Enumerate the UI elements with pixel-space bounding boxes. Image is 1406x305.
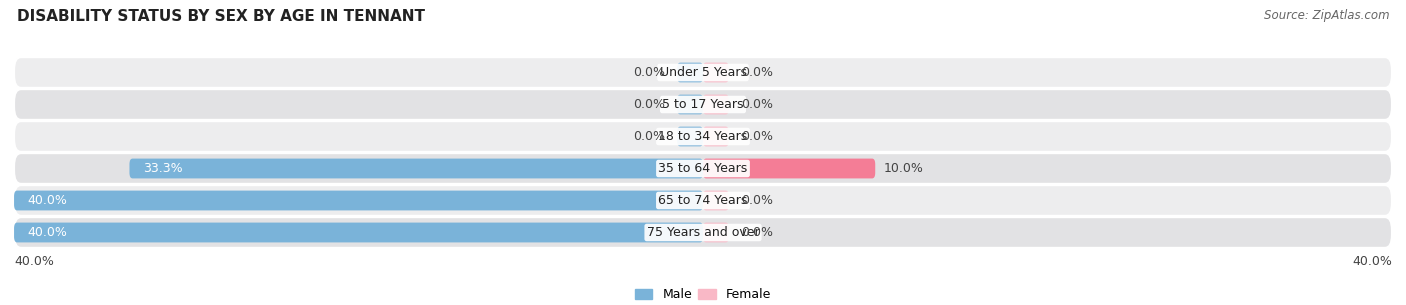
FancyBboxPatch shape xyxy=(129,159,703,178)
Text: Under 5 Years: Under 5 Years xyxy=(659,66,747,79)
FancyBboxPatch shape xyxy=(703,191,728,210)
FancyBboxPatch shape xyxy=(703,223,728,242)
FancyBboxPatch shape xyxy=(14,89,1392,120)
FancyBboxPatch shape xyxy=(14,185,1392,216)
Text: Source: ZipAtlas.com: Source: ZipAtlas.com xyxy=(1264,9,1389,22)
Text: 10.0%: 10.0% xyxy=(884,162,924,175)
FancyBboxPatch shape xyxy=(703,159,875,178)
Text: 5 to 17 Years: 5 to 17 Years xyxy=(662,98,744,111)
Text: 0.0%: 0.0% xyxy=(741,226,773,239)
Text: 65 to 74 Years: 65 to 74 Years xyxy=(658,194,748,207)
Text: 0.0%: 0.0% xyxy=(741,66,773,79)
Text: 0.0%: 0.0% xyxy=(633,66,665,79)
FancyBboxPatch shape xyxy=(678,63,703,82)
FancyBboxPatch shape xyxy=(14,153,1392,184)
Text: 40.0%: 40.0% xyxy=(28,226,67,239)
Text: 35 to 64 Years: 35 to 64 Years xyxy=(658,162,748,175)
Text: 0.0%: 0.0% xyxy=(633,130,665,143)
Text: DISABILITY STATUS BY SEX BY AGE IN TENNANT: DISABILITY STATUS BY SEX BY AGE IN TENNA… xyxy=(17,9,425,24)
FancyBboxPatch shape xyxy=(14,191,703,210)
Text: 0.0%: 0.0% xyxy=(741,98,773,111)
FancyBboxPatch shape xyxy=(14,217,1392,248)
FancyBboxPatch shape xyxy=(703,63,728,82)
Text: 18 to 34 Years: 18 to 34 Years xyxy=(658,130,748,143)
FancyBboxPatch shape xyxy=(703,127,728,146)
Legend: Male, Female: Male, Female xyxy=(630,283,776,305)
FancyBboxPatch shape xyxy=(678,127,703,146)
Text: 40.0%: 40.0% xyxy=(1353,255,1392,268)
FancyBboxPatch shape xyxy=(14,57,1392,88)
Text: 40.0%: 40.0% xyxy=(14,255,53,268)
FancyBboxPatch shape xyxy=(703,95,728,114)
FancyBboxPatch shape xyxy=(14,223,703,242)
FancyBboxPatch shape xyxy=(678,95,703,114)
Text: 75 Years and over: 75 Years and over xyxy=(647,226,759,239)
Text: 0.0%: 0.0% xyxy=(633,98,665,111)
Text: 33.3%: 33.3% xyxy=(143,162,183,175)
Text: 40.0%: 40.0% xyxy=(28,194,67,207)
Text: 0.0%: 0.0% xyxy=(741,194,773,207)
Text: 0.0%: 0.0% xyxy=(741,130,773,143)
FancyBboxPatch shape xyxy=(14,121,1392,152)
